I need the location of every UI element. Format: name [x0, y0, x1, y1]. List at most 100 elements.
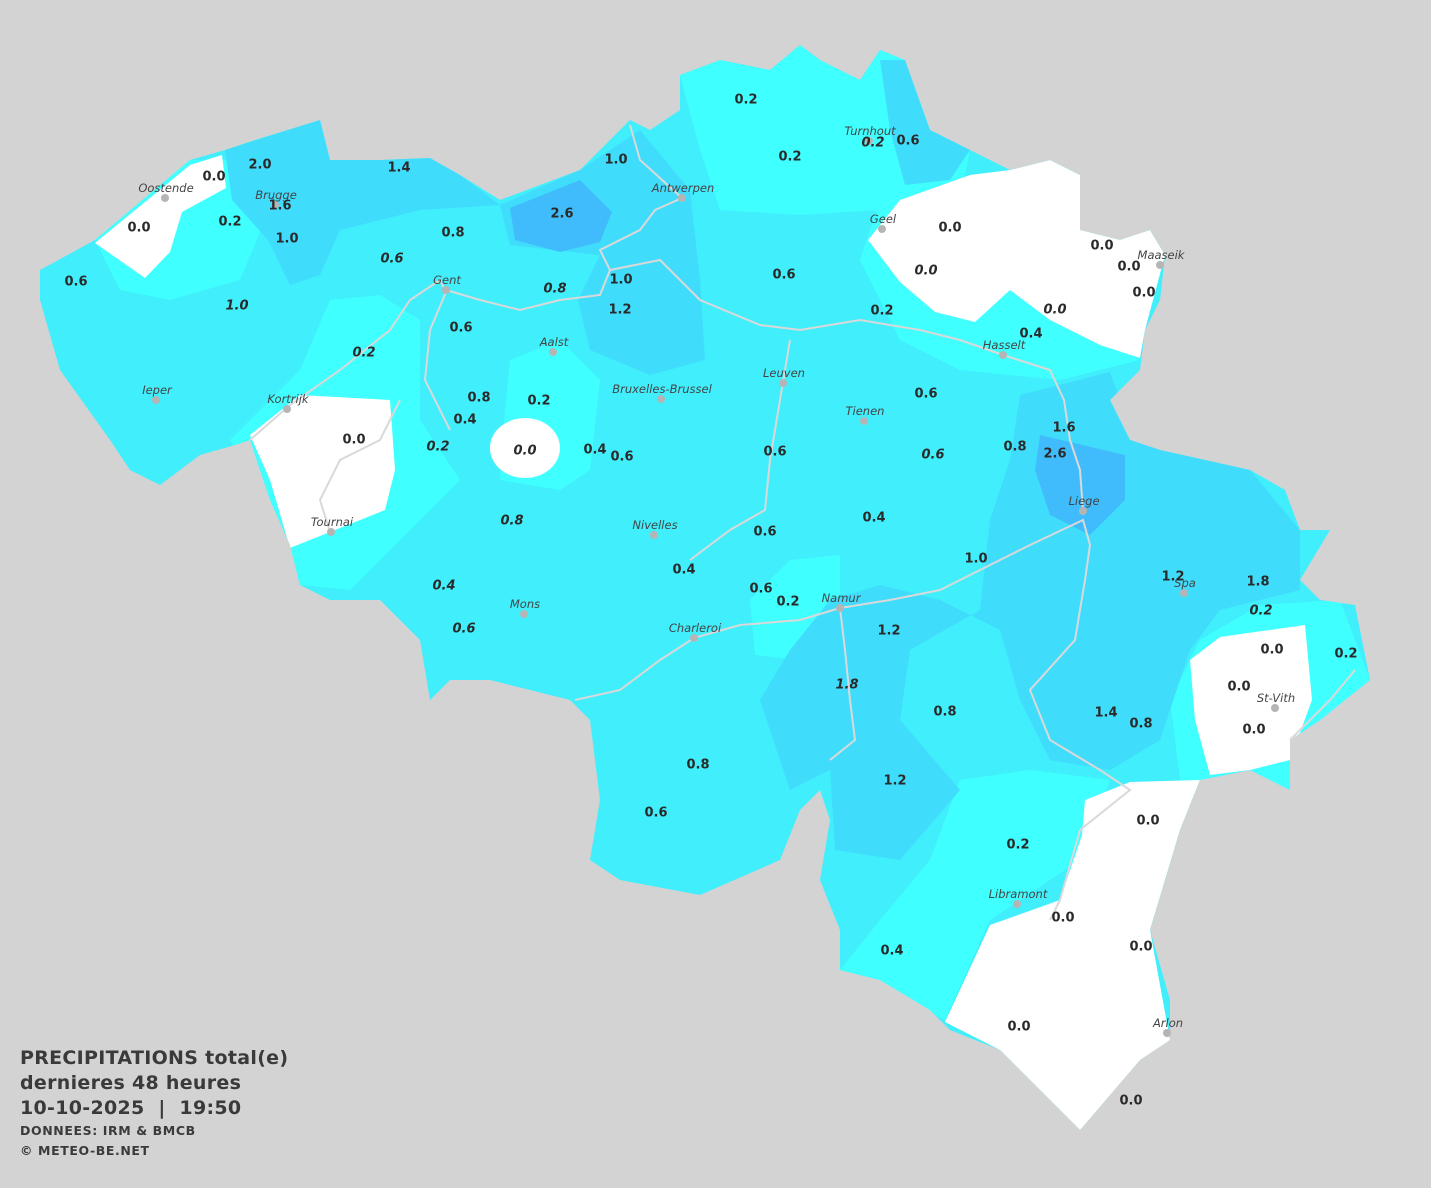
- city-libramont: Libramont: [989, 887, 1048, 908]
- city-turnhout: Turnhout: [844, 124, 896, 145]
- city-label: Leuven: [763, 366, 805, 380]
- city-brugge: Brugge: [255, 188, 297, 209]
- river-line: [574, 518, 1132, 921]
- precip-value: 0.6: [921, 448, 944, 463]
- precip-value: 0.0: [1260, 643, 1283, 658]
- precip-value: 0.6: [772, 268, 795, 283]
- precip-value: 0.6: [610, 450, 633, 465]
- city-oostende: Oostende: [138, 181, 194, 202]
- city-dot: [152, 396, 160, 404]
- river-line: [609, 258, 1084, 512]
- river-line: [445, 124, 684, 312]
- precip-value: 0.6: [449, 321, 472, 336]
- city-label: Maaseik: [1138, 248, 1186, 262]
- precip-value: 1.4: [387, 161, 410, 176]
- precip-value: 0.0: [1090, 239, 1113, 254]
- city-dot: [442, 286, 450, 294]
- precip-value: 1.0: [609, 273, 632, 288]
- city-label: Mons: [510, 597, 540, 611]
- city-arlon: Arlon: [1152, 1016, 1183, 1037]
- precip-value: 0.4: [880, 944, 903, 959]
- city-spa: Spa: [1174, 576, 1196, 597]
- precip-value: 0.0: [1051, 911, 1074, 926]
- city-dot: [878, 225, 886, 233]
- precip-value: 1.0: [604, 153, 627, 168]
- city-dot: [271, 201, 279, 209]
- station-values: 0.2 0.2 0.2 0.6 1.0 2.0 0.0 1.4 1.6 0.2 0.0 1.0 0.8 2…: [64, 93, 1357, 1109]
- precip-value: 0.8: [1129, 717, 1152, 732]
- zone-darkest-antwerpen: [510, 180, 612, 252]
- precip-value: 0.6: [452, 622, 475, 637]
- legend-datetime: 10-10-2025 | 19:50: [20, 1097, 242, 1119]
- precip-value: 0.0: [127, 221, 150, 236]
- precip-value: 0.0: [342, 433, 365, 448]
- city-dot: [657, 395, 665, 403]
- precip-value: 0.0: [1132, 286, 1155, 301]
- precip-value: 0.8: [543, 282, 566, 297]
- city-label: Tournai: [311, 515, 354, 529]
- city-label: Ieper: [142, 383, 173, 397]
- zone-zero-northeast: [868, 160, 1165, 358]
- precip-value: 0.6: [644, 806, 667, 821]
- precip-value: 0.2: [352, 346, 375, 361]
- city-ieper: Ieper: [142, 383, 173, 404]
- precip-value: 0.6: [64, 275, 87, 290]
- city-label: Nivelles: [632, 518, 677, 532]
- river-line: [318, 399, 401, 533]
- city-label: Geel: [870, 212, 897, 226]
- city-dot: [327, 528, 335, 536]
- city-markers: Oostende Brugge Antwerpen Turnhout Geel Maase…: [138, 124, 1295, 1037]
- precip-value: 0.0: [1242, 723, 1265, 738]
- city-label: St-Vith: [1257, 691, 1295, 705]
- city-kortrijk: Kortrijk: [267, 392, 310, 413]
- precip-value: 0.4: [583, 443, 606, 458]
- city-label: Antwerpen: [651, 181, 715, 195]
- legend-title: PRECIPITATIONS total(e): [20, 1047, 289, 1069]
- city-label: Libramont: [989, 887, 1048, 901]
- precip-value: 2.6: [1043, 447, 1066, 462]
- precip-value: 1.8: [835, 678, 858, 693]
- precip-value: 0.8: [686, 758, 709, 773]
- precip-value: 0.6: [896, 134, 919, 149]
- city-label: Charleroi: [669, 621, 722, 635]
- precip-value: 0.6: [914, 387, 937, 402]
- zone-zero-stvith: [1190, 625, 1312, 775]
- precipitation-zones: [95, 45, 1370, 1130]
- river-line: [249, 278, 451, 441]
- city-dot: [999, 351, 1007, 359]
- precip-value: 0.0: [1043, 303, 1066, 318]
- city-dot: [549, 348, 557, 356]
- city-nivelles: Nivelles: [632, 518, 678, 539]
- precip-value: 1.2: [1161, 570, 1184, 585]
- river-line: [689, 339, 791, 561]
- precip-value: 0.2: [778, 150, 801, 165]
- precip-value: 0.0: [938, 221, 961, 236]
- city-dot: [283, 405, 291, 413]
- city-aalst: Aalst: [539, 335, 569, 356]
- precip-value: 0.8: [933, 705, 956, 720]
- city-tienen: Tienen: [846, 404, 884, 425]
- precip-value: 0.8: [467, 391, 490, 406]
- city-label: Oostende: [138, 181, 193, 195]
- precip-value: 0.8: [1003, 440, 1026, 455]
- precip-value: 0.0: [1007, 1020, 1030, 1035]
- precip-value: 0.0: [513, 444, 536, 459]
- precip-value: 1.0: [964, 552, 987, 567]
- precip-value: 0.2: [1006, 838, 1029, 853]
- precip-value: 0.8: [441, 226, 464, 241]
- city-maaseik: Maaseik: [1138, 248, 1186, 269]
- precip-value: 0.0: [914, 264, 937, 279]
- city-namur: Namur: [822, 591, 862, 612]
- precip-value: 0.6: [380, 252, 403, 267]
- city-dot: [650, 531, 658, 539]
- precip-value: 2.6: [550, 207, 573, 222]
- city-hasselt: Hasselt: [983, 338, 1026, 359]
- city-dot: [1079, 507, 1087, 515]
- precip-value: 0.2: [1334, 647, 1357, 662]
- zone-light-south: [840, 770, 1110, 1020]
- precip-value: 2.0: [248, 158, 271, 173]
- rivers: [249, 124, 1356, 921]
- precip-value: 0.4: [862, 511, 885, 526]
- precip-value: 0.2: [426, 440, 449, 455]
- city-label: Arlon: [1152, 1016, 1183, 1030]
